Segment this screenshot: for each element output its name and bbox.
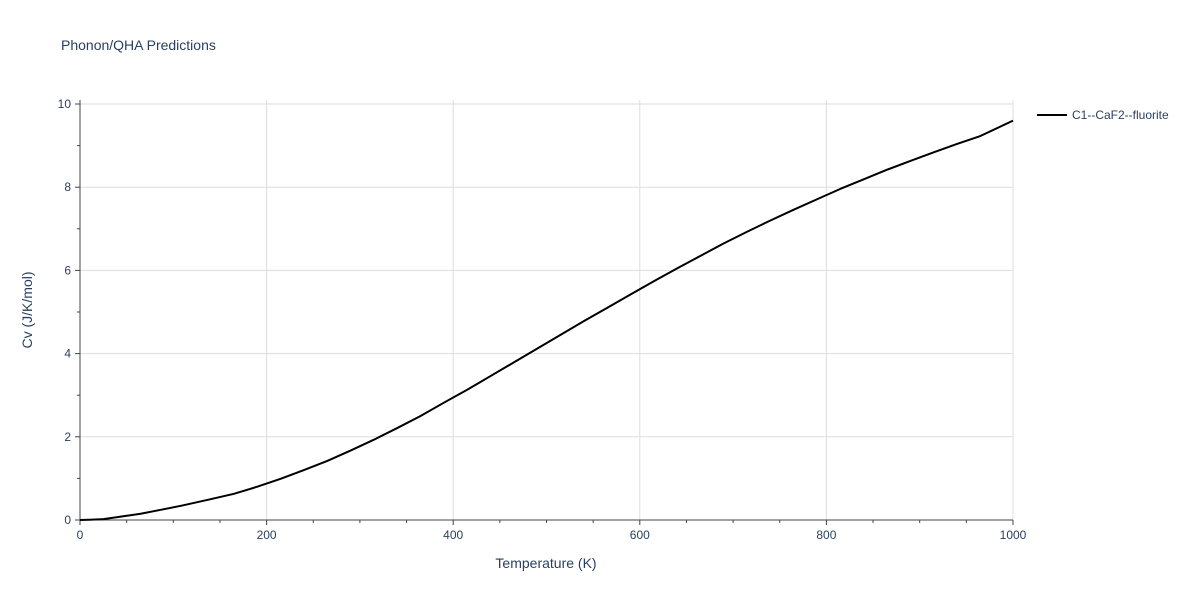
y-tick-label: 4 xyxy=(64,347,71,361)
chart-title: Phonon/QHA Predictions xyxy=(61,37,216,53)
series-line[interactable] xyxy=(79,119,1014,521)
y-tick-label: 10 xyxy=(58,97,72,111)
y-tick-label: 6 xyxy=(64,263,71,277)
axes: 0 200 400 600 800 1000 0 2 4 6 8 10 xyxy=(58,97,1027,542)
x-axis-title: Temperature (K) xyxy=(495,555,596,571)
x-tick-label: 1000 xyxy=(1000,528,1027,542)
y-tick-label: 2 xyxy=(64,430,71,444)
grid-lines xyxy=(80,100,1014,520)
x-tick-label: 200 xyxy=(257,528,277,542)
x-tick-label: 400 xyxy=(443,528,463,542)
x-tick-label: 0 xyxy=(77,528,84,542)
legend[interactable]: C1--CaF2--fluorite xyxy=(1037,108,1169,122)
y-tick-label: 0 xyxy=(64,513,71,527)
x-tick-label: 600 xyxy=(630,528,650,542)
series-layer xyxy=(79,119,1014,521)
y-tick-label: 8 xyxy=(64,180,71,194)
y-axis-title: Cv (J/K/mol) xyxy=(19,272,35,349)
legend-label: C1--CaF2--fluorite xyxy=(1072,108,1169,122)
x-tick-label: 800 xyxy=(816,528,836,542)
